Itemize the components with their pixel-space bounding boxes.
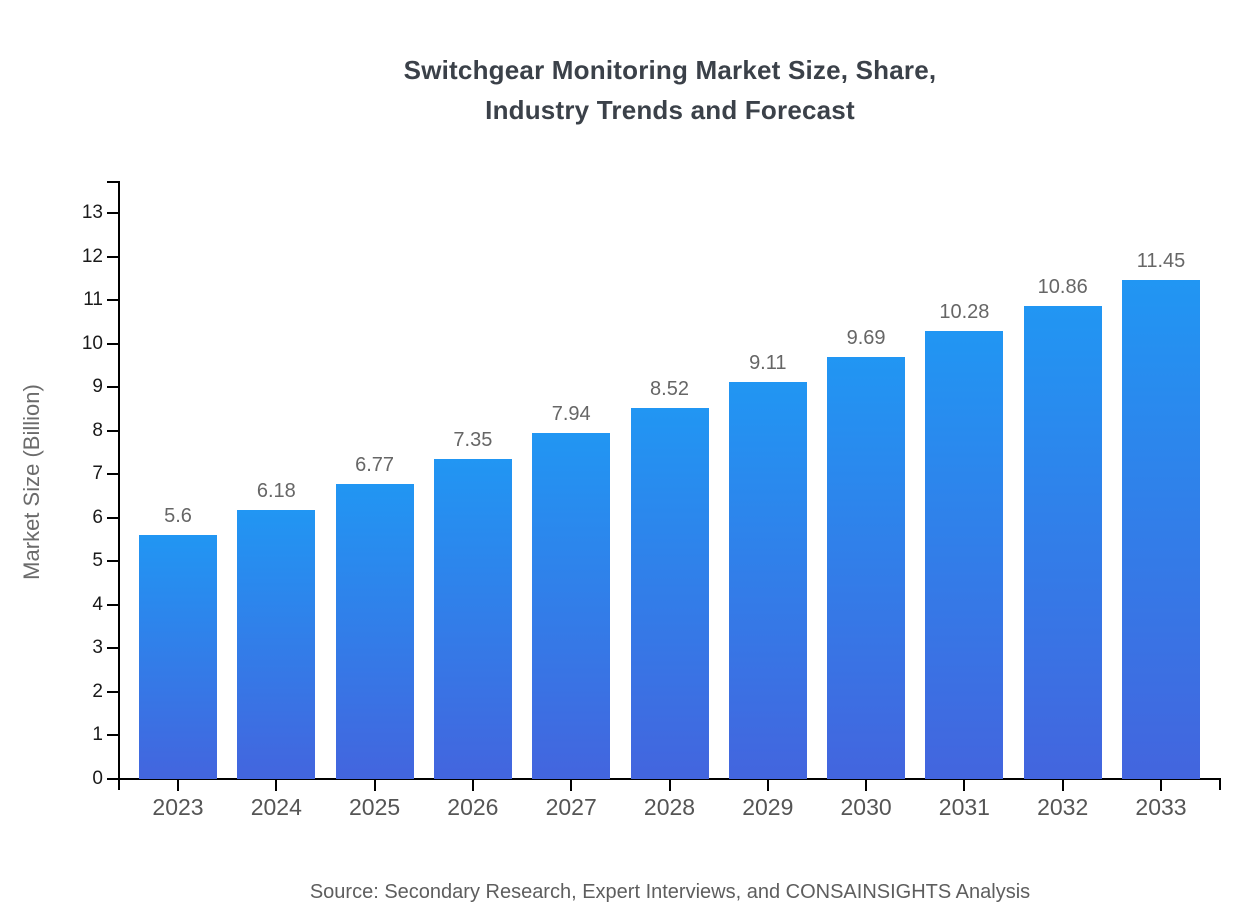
bar-2029 [728,382,807,779]
y-tick-label: 3 [92,637,103,659]
y-tick-mark [107,734,120,737]
y-tick-mark [107,516,120,519]
x-tick-mark [865,780,868,791]
bar-2026 [433,458,512,779]
x-tick-label: 2025 [349,794,401,820]
bar-2030 [827,357,906,779]
y-tick-mark [107,299,120,302]
x-tick-mark [668,780,671,791]
y-tick-label: 4 [92,593,103,615]
bar-2032 [1023,306,1102,779]
bar-value-label: 10.86 [1037,276,1088,299]
x-tick-label: 2026 [447,794,499,820]
y-tick-label: 10 [81,332,103,354]
y-tick-mark [107,647,120,650]
y-tick-label: 9 [92,376,103,398]
chart-title-line2: Industry Trends and Forecast [485,95,855,125]
x-tick-mark [275,780,278,791]
bar-value-label: 11.45 [1136,250,1186,273]
x-tick-mark [570,780,573,791]
y-axis-top-cap [107,181,120,183]
bar-value-label: 8.52 [650,378,689,401]
y-tick-mark [107,429,120,432]
x-tick-label: 2027 [545,794,597,820]
x-tick-mark [177,780,179,791]
bar-value-label: 6.77 [355,454,395,477]
bar-value-label: 10.28 [939,301,990,324]
y-tick-label: 6 [92,506,103,528]
y-tick-label: 13 [81,202,103,223]
y-axis-line [118,181,120,790]
source-note: Source: Secondary Research, Expert Inter… [309,881,1031,903]
x-tick-label: 2032 [1037,794,1089,820]
bar-value-label: 7.35 [453,428,493,451]
y-tick-label: 8 [92,419,103,441]
y-tick-mark [107,386,120,389]
bar-2033 [1122,280,1200,779]
bar-value-label: 9.69 [846,327,886,350]
y-tick-label: 2 [92,680,103,702]
bar-2027 [532,433,611,779]
y-tick-label: 5 [92,550,103,572]
y-tick-mark [107,255,120,258]
y-tick-label: 12 [81,245,103,267]
bar-2023 [139,535,217,779]
bar-2024 [237,509,316,779]
x-tick-label: 2031 [938,794,990,820]
y-tick-label: 1 [92,724,103,746]
y-tick-label: 7 [92,463,103,485]
x-tick-label: 2028 [643,794,696,820]
x-tick-mark [1160,780,1162,791]
x-tick-label: 2024 [250,794,302,820]
y-tick-mark [107,473,120,476]
x-axis-right-cap [1219,778,1221,790]
y-tick-mark [107,560,120,563]
y-tick-mark [107,212,120,214]
y-tick-mark [107,690,120,693]
x-tick-mark [963,780,966,791]
bar-value-label: 9.11 [749,352,787,375]
chart-title: Switchgear Monitoring Market Size, Share… [80,50,1260,130]
x-tick-mark [766,780,769,791]
x-tick-mark [471,780,474,791]
y-tick-mark [107,342,120,345]
y-tick-label: 11 [83,289,103,311]
bar-2028 [630,408,709,779]
x-tick-label: 2033 [1135,794,1187,820]
x-tick-mark [1061,780,1064,791]
y-tick-mark [107,603,120,606]
bar-2025 [335,484,414,779]
x-tick-label: 2029 [742,794,794,820]
bar-2031 [925,331,1004,779]
chart-title-line1: Switchgear Monitoring Market Size, Share… [403,55,937,85]
x-tick-label: 2030 [840,794,892,820]
bar-value-label: 7.94 [551,403,591,426]
x-tick-label: 2023 [152,794,204,820]
y-tick-label: 0 [92,768,103,789]
bar-value-label: 5.6 [164,505,192,528]
x-tick-mark [373,780,376,791]
x-axis-line [107,778,1221,780]
bar-value-label: 6.18 [256,479,296,502]
